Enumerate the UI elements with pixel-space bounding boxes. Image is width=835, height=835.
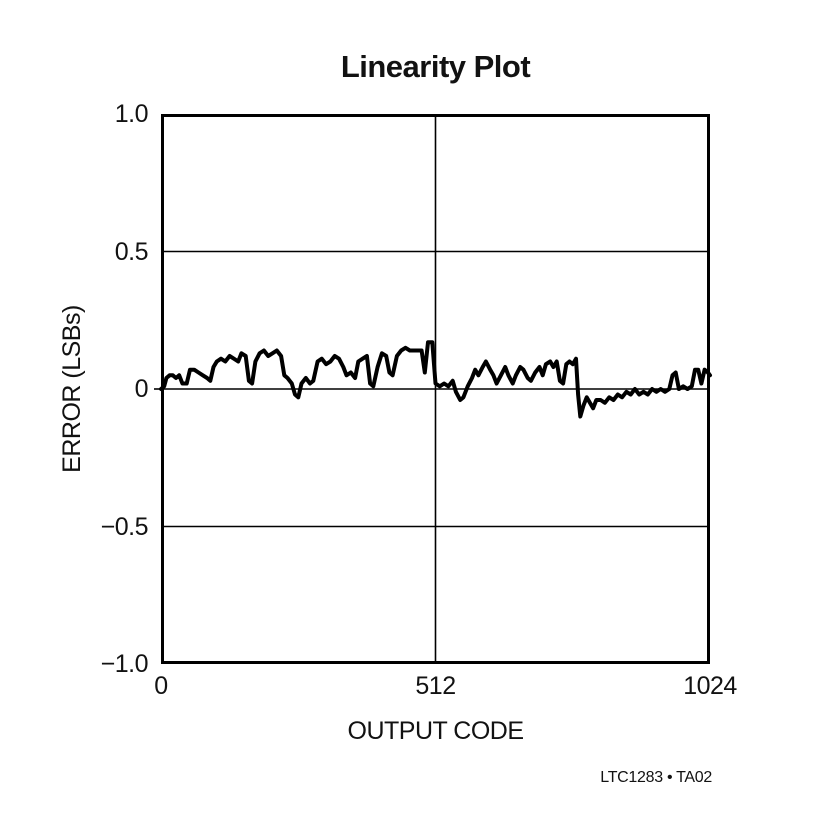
y-tick-label: −0.5 bbox=[100, 512, 149, 541]
chart-title: Linearity Plot bbox=[340, 49, 531, 84]
x-tick-label: 0 bbox=[154, 672, 168, 700]
y-tick-label: 0 bbox=[134, 375, 149, 403]
x-tick-label: 1024 bbox=[683, 672, 737, 700]
y-tick-label: 1.0 bbox=[114, 100, 149, 128]
y-tick-label: −1.0 bbox=[100, 650, 149, 678]
plot-area bbox=[154, 114, 712, 664]
x-tick-label: 512 bbox=[415, 672, 456, 700]
y-tick-label: 0.5 bbox=[114, 237, 149, 266]
figure-reference-code: LTC1283 • TA02 bbox=[600, 769, 712, 786]
x-axis-label: OUTPUT CODE bbox=[347, 717, 525, 745]
error-trace bbox=[159, 340, 712, 419]
